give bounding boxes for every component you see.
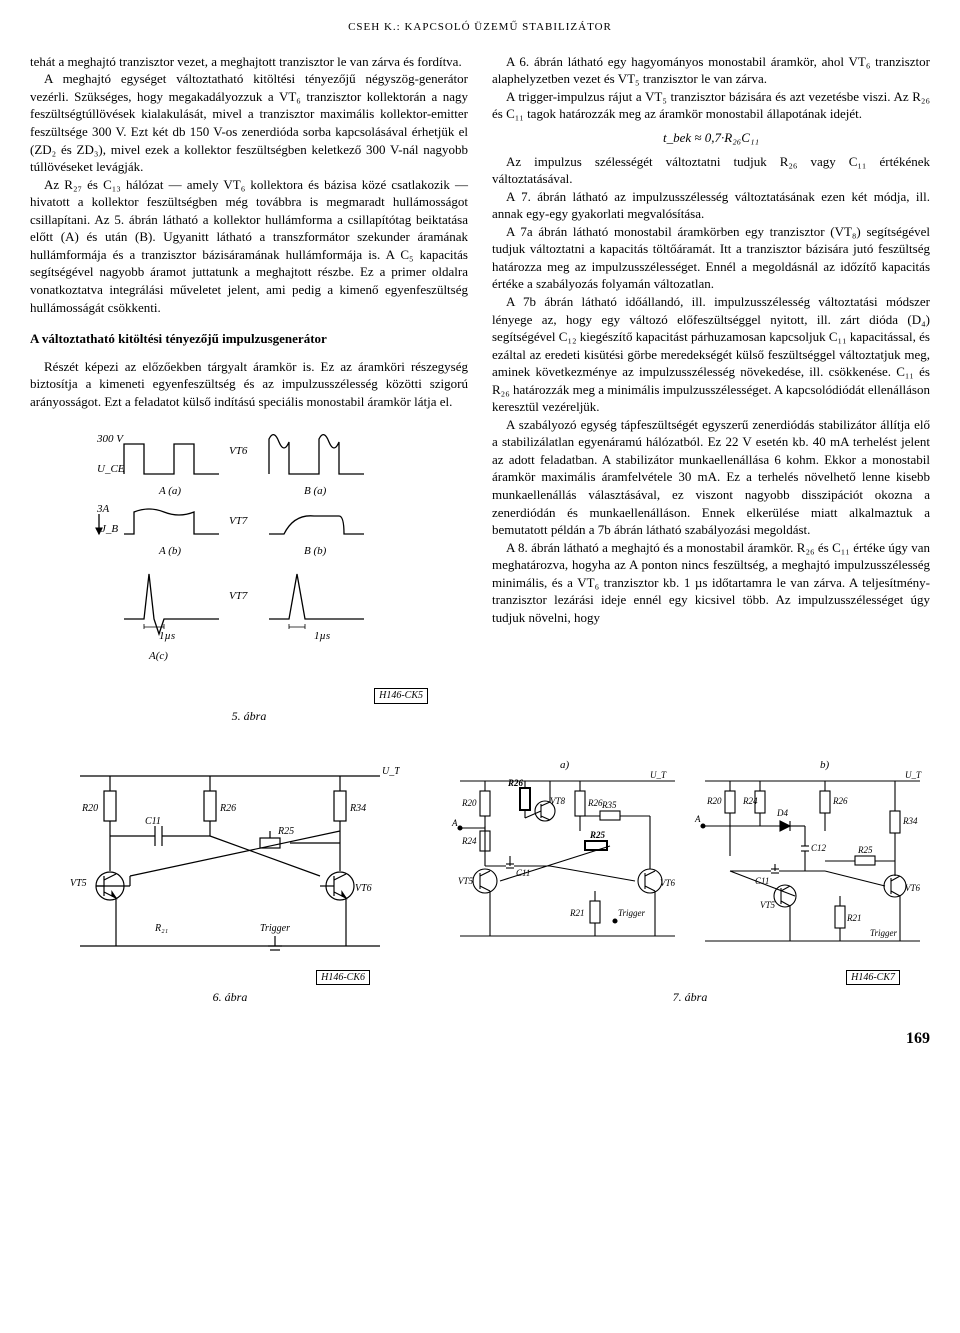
fig7-label: R20: [706, 796, 722, 806]
section-heading: A változtatható kitöltési tényezőjű impu…: [30, 330, 468, 348]
para: Részét képezi az előzőekben tárgyalt ára…: [30, 358, 468, 411]
fig7-label: R21: [569, 908, 585, 918]
formula: t_bek ≈ 0,7·R₂₆C₁₁: [492, 129, 930, 147]
fig6-label: R₂₁: [154, 923, 168, 934]
fig5-label: A(c): [148, 650, 168, 662]
right-column: A 6. ábrán látható egy hagyományos monos…: [492, 53, 930, 732]
fig7-label: VT5: [458, 876, 474, 886]
para: A meghajtó egységet változtatható kitölt…: [30, 70, 468, 175]
fig7-label: R26: [832, 796, 848, 806]
fig5-label: B (a): [304, 485, 327, 497]
fig6-label: R26: [219, 803, 236, 814]
para: A 7a ábrán látható monostabil áramkörben…: [492, 223, 930, 293]
para: A 8. ábrán látható a meghajtó és a monos…: [492, 539, 930, 627]
fig5-code: H146-CK5: [374, 688, 428, 704]
fig5-label: J_B: [101, 523, 118, 535]
para: A 7b ábrán látható időállandó, ill. impu…: [492, 293, 930, 416]
para: A szabályozó egység tápfeszültségét egys…: [492, 416, 930, 539]
fig7-caption: 7. ábra: [450, 989, 930, 1005]
fig6-label: VT6: [355, 883, 372, 894]
para: A 6. ábrán látható egy hagyományos monos…: [492, 53, 930, 88]
fig6-label: R20: [81, 803, 98, 814]
fig5-label: VT6: [229, 445, 248, 457]
bottom-figures-row: U_T R20 R26 R34: [30, 742, 930, 1014]
fig6-svg: U_T R20 R26 R34: [60, 756, 400, 966]
fig7-label: R26: [507, 778, 524, 788]
fig5-label: A (a): [158, 485, 181, 497]
para: tehát a meghajtó tranzisztor vezet, a me…: [30, 53, 468, 71]
figure-6: U_T R20 R26 R34: [30, 756, 430, 1006]
para: Az R₂₇ és C₁₃ hálózat — amely VT₆ kollek…: [30, 176, 468, 316]
fig5-svg: 300 V U_CE VT6 A (a) B (a) 3A J_B VT7 A …: [89, 424, 409, 684]
fig6-label: VT5: [70, 878, 87, 889]
fig7-label: Trigger: [618, 908, 646, 918]
fig7-label: R25: [589, 830, 606, 840]
fig7-label: Trigger: [870, 928, 898, 938]
fig5-label: VT7: [229, 590, 248, 602]
fig5-label: 1µs: [159, 630, 175, 642]
fig6-caption: 6. ábra: [30, 989, 430, 1005]
figure-5: 300 V U_CE VT6 A (a) B (a) 3A J_B VT7 A …: [30, 424, 468, 724]
fig7-label: R26: [587, 798, 603, 808]
fig5-label: VT7: [229, 515, 248, 527]
fig7-label: R24: [461, 836, 477, 846]
fig7-label: U_T: [905, 770, 922, 780]
fig6-label: R25: [277, 826, 294, 837]
fig7-label: R35: [601, 800, 617, 810]
fig7-label: C12: [811, 843, 827, 853]
fig5-caption: 5. ábra: [30, 708, 468, 724]
fig7-label: b): [820, 759, 830, 771]
fig7-label: D4: [776, 808, 788, 818]
fig7-label: R24: [742, 796, 758, 806]
fig7-label: VT8: [550, 796, 566, 806]
left-column: tehát a meghajtó tranzisztor vezet, a me…: [30, 53, 468, 732]
running-head: CSEH K.: KAPCSOLÓ ÜZEMŰ STABILIZÁTOR: [30, 20, 930, 35]
fig7-label: U_T: [650, 770, 667, 780]
fig5-label: 300 V: [96, 433, 124, 445]
fig7-label: VT6: [660, 878, 676, 888]
two-column-layout: tehát a meghajtó tranzisztor vezet, a me…: [30, 53, 930, 732]
fig5-label: B (b): [304, 545, 327, 557]
fig5-label: A (b): [158, 545, 181, 557]
para: A trigger-impulzus rájut a VT₅ tranziszt…: [492, 88, 930, 123]
fig7-label: C11: [516, 868, 530, 878]
fig7-label: A: [694, 814, 701, 824]
fig7-label: R21: [846, 913, 862, 923]
para: Az impulzus szélességét változtatni tudj…: [492, 153, 930, 188]
fig6-label: R34: [349, 803, 366, 814]
figure-7: a) b) U_T R20 R26 VT8: [450, 756, 930, 1006]
fig5-label: U_CE: [97, 463, 125, 475]
fig6-label: Trigger: [260, 923, 290, 934]
fig7-label: R20: [461, 798, 477, 808]
fig7-label: VT6: [905, 883, 921, 893]
fig6-label: U_T: [382, 766, 400, 777]
fig7-label: a): [560, 759, 570, 771]
fig7-label: VT5: [760, 900, 776, 910]
fig6-code: H146-CK6: [316, 970, 370, 986]
para: A 7. ábrán látható az impulzusszélesség …: [492, 188, 930, 223]
fig7-svg: a) b) U_T R20 R26 VT8: [450, 756, 930, 966]
fig7-label: R25: [857, 845, 873, 855]
fig6-label: C11: [145, 816, 161, 827]
fig5-label: 3A: [96, 503, 110, 515]
page-number: 169: [30, 1028, 930, 1050]
fig7-label: R34: [902, 816, 918, 826]
fig5-label: 1µs: [314, 630, 330, 642]
fig7-code: H146-CK7: [846, 970, 900, 986]
fig7-label: A: [451, 818, 458, 828]
